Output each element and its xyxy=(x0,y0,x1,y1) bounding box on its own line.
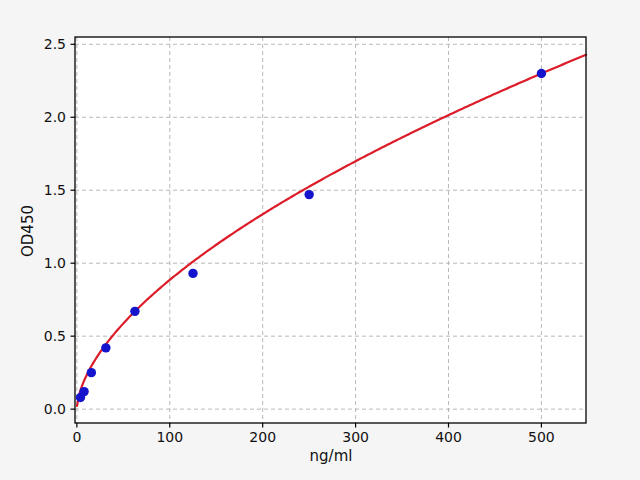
x-tick-label: 200 xyxy=(249,429,276,445)
x-tick-label: 300 xyxy=(342,429,369,445)
data-point xyxy=(304,190,313,199)
data-point xyxy=(130,307,139,316)
y-tick-label: 0.5 xyxy=(44,328,66,344)
x-tick-label: 400 xyxy=(435,429,462,445)
data-point xyxy=(87,368,96,377)
y-tick-label: 1.0 xyxy=(44,255,66,271)
x-tick-label: 100 xyxy=(156,429,183,445)
y-tick-label: 0.0 xyxy=(44,401,66,417)
x-tick-label: 0 xyxy=(72,429,81,445)
standard-curve-chart: 0 100 200 300 400 500 0.0 0.5 1.0 1.5 2.0 2.5 xyxy=(0,0,640,480)
y-tick-label: 2.5 xyxy=(44,36,66,52)
y-tick-label: 2.0 xyxy=(44,109,66,125)
data-point xyxy=(101,343,110,352)
elisa-standard-curve-figure: 01002003004005000.00.51.01.52.02.5 ng/ml… xyxy=(0,0,640,480)
data-point xyxy=(79,387,88,396)
plot-area xyxy=(75,37,586,423)
data-point xyxy=(188,269,197,278)
x-tick-label: 500 xyxy=(528,429,555,445)
data-point xyxy=(537,69,546,78)
y-tick-label: 1.5 xyxy=(44,182,66,198)
